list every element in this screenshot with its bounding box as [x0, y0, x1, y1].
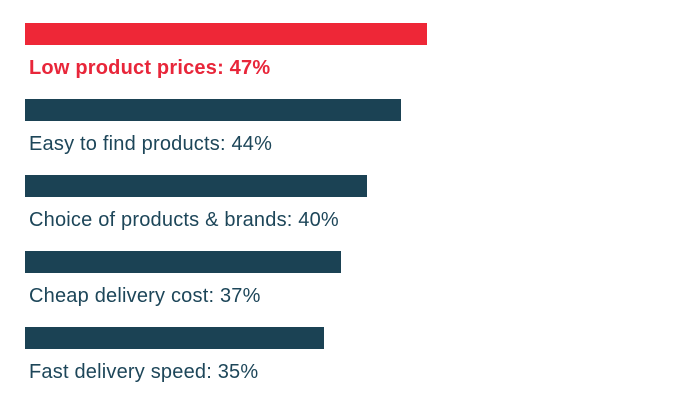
bar-label-fast-delivery-speed: Fast delivery speed: 35%	[29, 361, 259, 383]
bar-label-cheap-delivery-cost: Cheap delivery cost: 37%	[29, 285, 261, 307]
bar-row: Choice of products & brands: 40%	[25, 175, 697, 231]
bar-fast-delivery-speed	[25, 327, 325, 349]
bar-row: Easy to find products: 44%	[25, 99, 697, 155]
bar-row: Cheap delivery cost: 37%	[25, 251, 697, 307]
bar-low-product-prices	[25, 23, 427, 45]
bar-choice-of-products-brands	[25, 175, 367, 197]
horizontal-bar-chart: Low product prices: 47% Easy to find pro…	[25, 23, 697, 383]
bar-easy-to-find-products	[25, 99, 402, 121]
bar-cheap-delivery-cost	[25, 251, 342, 273]
bar-row: Low product prices: 47%	[25, 23, 697, 79]
bar-label-low-product-prices: Low product prices: 47%	[29, 57, 271, 79]
bar-label-choice-of-products-brands: Choice of products & brands: 40%	[29, 209, 339, 231]
bar-row: Fast delivery speed: 35%	[25, 327, 697, 383]
bar-label-easy-to-find-products: Easy to find products: 44%	[29, 133, 273, 155]
